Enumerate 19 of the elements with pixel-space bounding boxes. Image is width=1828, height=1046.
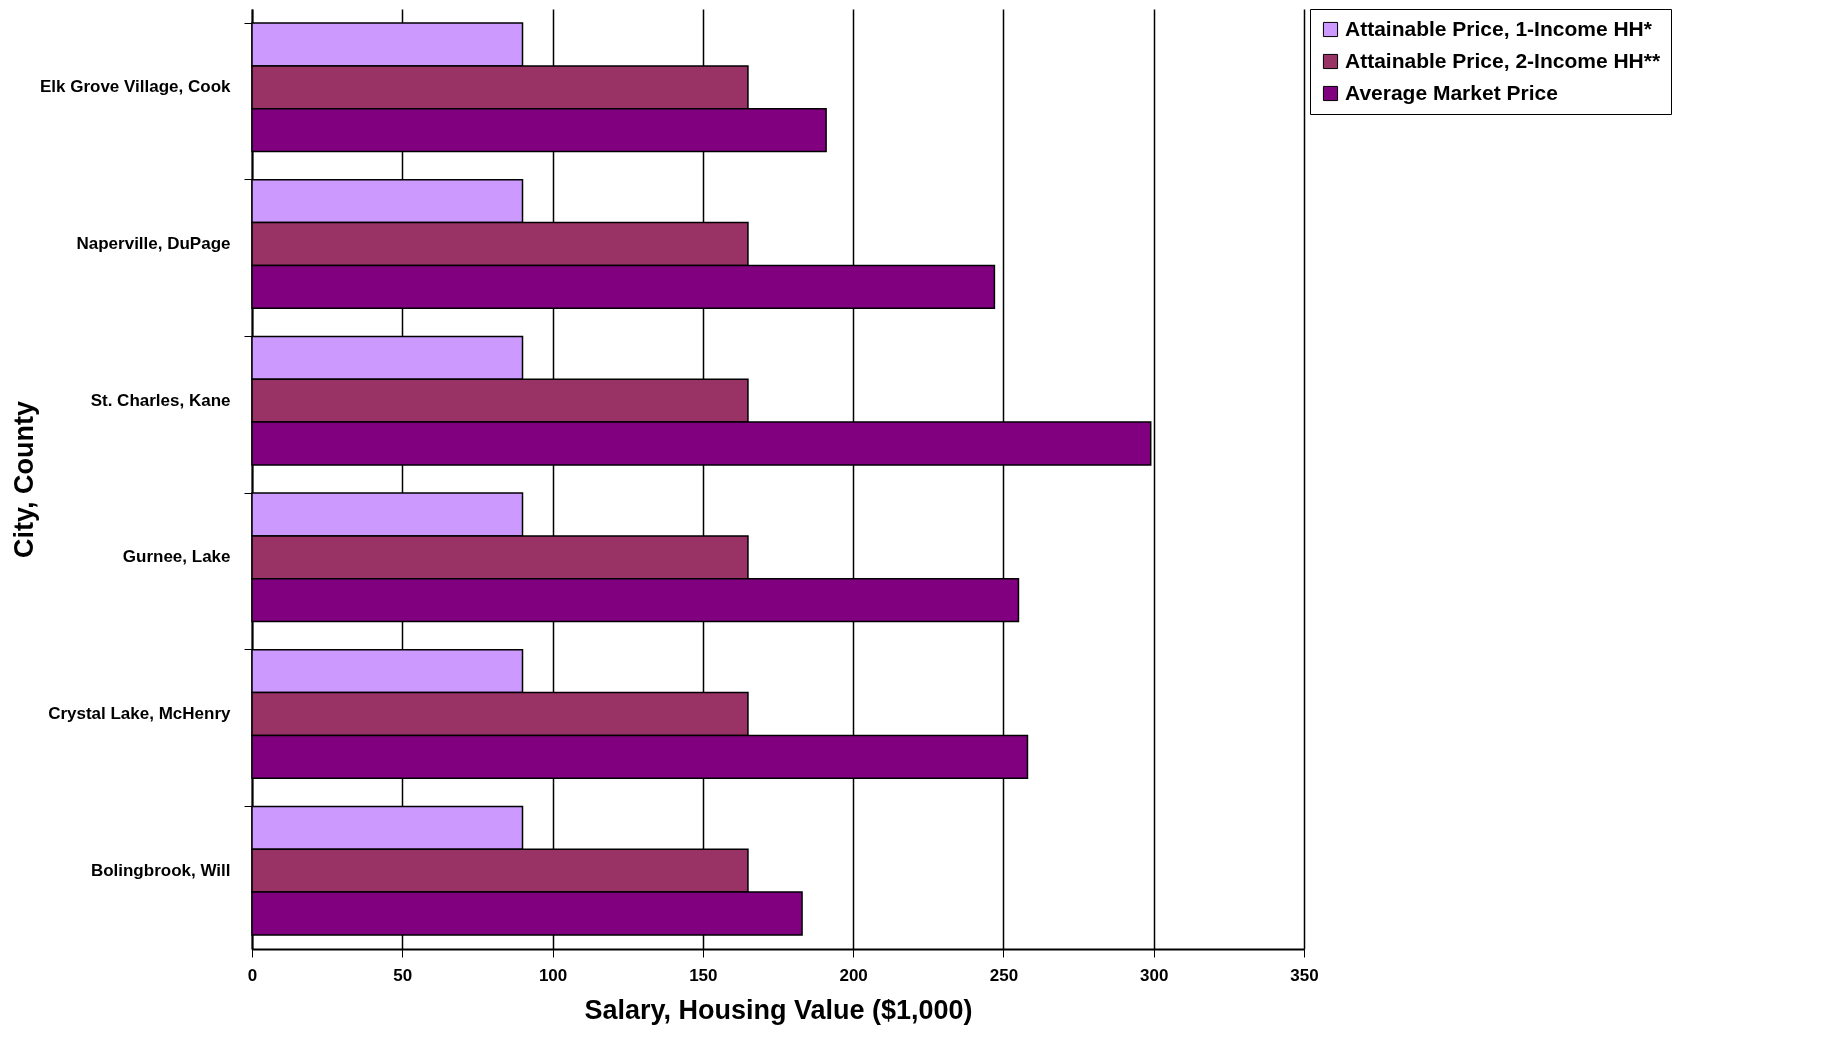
y-tick-label: Bolingbrook, Will xyxy=(90,860,231,880)
y-tick-label: Crystal Lake, McHenry xyxy=(48,704,232,723)
y-tick-label: Gurnee, Lake xyxy=(122,547,231,567)
x-tick-label: 0 xyxy=(247,965,258,985)
x-tick-label: 250 xyxy=(989,965,1019,985)
y-tick-label: Naperville, DuPage xyxy=(76,234,231,253)
legend-label: Average Market Price xyxy=(1345,80,1558,104)
x-tick-label: 300 xyxy=(1140,965,1169,985)
x-axis-title: Salary, Housing Value ($1,000) xyxy=(584,994,973,1025)
x-tick-label: 100 xyxy=(538,965,568,985)
x-tick-label: 200 xyxy=(839,965,868,985)
y-axis-title: City, County xyxy=(8,401,39,558)
legend-label: Attainable Price, 2-Income HH** xyxy=(1345,48,1661,72)
x-tick-label: 50 xyxy=(393,965,413,985)
legend-label: Attainable Price, 1-Income HH* xyxy=(1345,16,1653,40)
x-tick-label: 150 xyxy=(689,965,718,985)
y-tick-label: St. Charles, Kane xyxy=(90,390,231,410)
y-tick-label: Elk Grove Village, Cook xyxy=(39,77,232,97)
x-tick-label: 350 xyxy=(1290,965,1319,985)
